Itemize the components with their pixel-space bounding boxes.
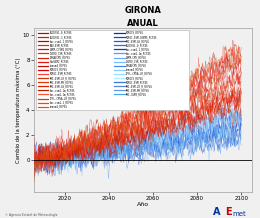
Text: met: met <box>233 211 246 217</box>
Title: GIRONA
ANUAL: GIRONA ANUAL <box>125 6 161 27</box>
X-axis label: Año: Año <box>137 202 149 207</box>
Text: © Agencia Estatal de Meteorología: © Agencia Estatal de Meteorología <box>5 213 57 217</box>
Y-axis label: Cambio de la temperatura máxima (°C): Cambio de la temperatura máxima (°C) <box>16 57 21 163</box>
Text: E: E <box>225 207 231 217</box>
Text: A: A <box>213 207 221 217</box>
